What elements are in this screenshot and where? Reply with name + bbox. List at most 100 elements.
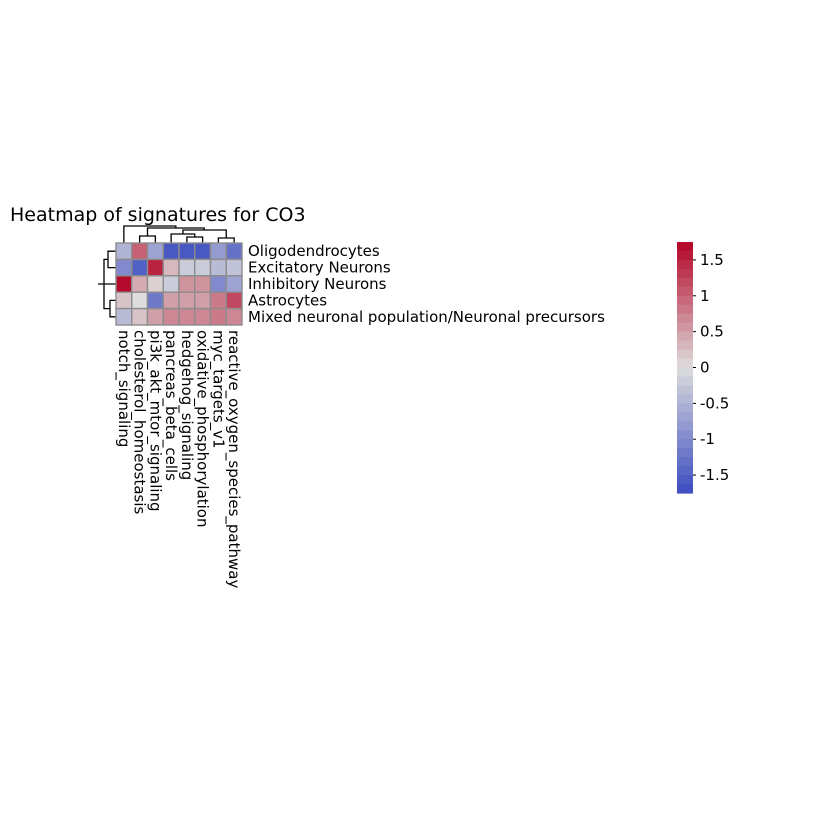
heatmap-cell — [209, 291, 227, 310]
heatmap-cell — [194, 242, 212, 261]
colorbar-segment — [677, 367, 693, 378]
column-label: notch_signaling — [114, 330, 133, 447]
heatmap-cell — [131, 275, 149, 293]
colorbar-segment — [677, 403, 693, 413]
colorbar-segment — [677, 242, 693, 252]
heatmap-cell — [146, 242, 164, 261]
row-label: Excitatory Neurons — [248, 259, 391, 277]
colorbar-segment — [677, 331, 693, 342]
colorbar-segment — [677, 349, 693, 360]
colorbar-tick-label: 1 — [700, 287, 710, 305]
heatmap-cell — [225, 258, 243, 277]
colorbar: 1.5 1 0.5 0 -0.5 -1 -1.5 — [677, 242, 729, 494]
colorbar-segment — [677, 385, 693, 395]
heatmap-cell — [131, 258, 149, 277]
heatmap-cell — [209, 275, 227, 293]
heatmap-cell — [194, 258, 212, 277]
colorbar-segment — [677, 412, 693, 422]
colorbar-segment — [677, 394, 693, 404]
colorbar-segment — [677, 268, 693, 279]
heatmap-cell — [178, 307, 196, 326]
dendrogram-branch — [217, 237, 235, 243]
column-dendrogram — [123, 225, 235, 243]
column-label: oxidative_phosphorylation — [193, 330, 212, 528]
colorbar-segment — [677, 250, 693, 261]
colorbar-tick-label: -0.5 — [700, 394, 729, 412]
heatmap-cell — [178, 242, 196, 261]
heatmap-cell — [115, 258, 133, 277]
heatmap-cell — [162, 258, 180, 277]
heatmap-cell — [178, 258, 196, 277]
heatmap-cell — [115, 275, 133, 293]
column-label: cholesterol_homeostasis — [130, 330, 149, 515]
heatmap-cells — [115, 242, 243, 326]
dendrogram-branch — [109, 299, 116, 318]
dendrogram-branch — [186, 236, 204, 243]
colorbar-tick-label: -1 — [700, 430, 715, 448]
column-labels: notch_signalingcholesterol_homeostasispi… — [114, 330, 243, 588]
heatmap-cell — [225, 242, 243, 261]
row-label: Oligodendrocytes — [248, 242, 380, 260]
column-label: pancreas_beta_cells — [161, 330, 180, 481]
colorbar-segment — [677, 439, 693, 449]
heatmap-cell — [194, 307, 212, 326]
heatmap-cell — [146, 307, 164, 326]
heatmap-cell — [131, 291, 149, 310]
heatmap-cell — [194, 275, 212, 293]
heatmap-cell — [209, 242, 227, 261]
colorbar-segment — [677, 277, 693, 288]
colorbar-segment — [677, 259, 693, 270]
colorbar-segment — [677, 466, 693, 476]
heatmap-cell — [115, 307, 133, 326]
dendrogram-branch — [123, 225, 177, 243]
heatmap-cell — [178, 275, 196, 293]
heatmap-cell — [146, 258, 164, 277]
colorbar-tick-label: -1.5 — [700, 466, 729, 484]
heatmap-cell — [225, 275, 243, 293]
colorbar-tick-label: 0.5 — [700, 323, 724, 341]
heatmap-cell — [131, 307, 149, 326]
heatmap-cell — [162, 307, 180, 326]
colorbar-segment — [677, 304, 693, 315]
column-label: pi3k_akt_mtor_signaling — [145, 330, 164, 512]
column-label: hedgehog_signaling — [177, 330, 196, 480]
heatmap-cell — [146, 291, 164, 310]
colorbar-segment — [677, 358, 693, 369]
colorbar-segment — [677, 340, 693, 351]
heatmap-cell — [225, 291, 243, 310]
heatmap-cell — [209, 307, 227, 326]
heatmap-cell — [162, 275, 180, 293]
heatmap-cell — [162, 242, 180, 261]
colorbar-segment — [677, 295, 693, 306]
row-dendrogram — [98, 250, 116, 318]
column-label: myc_targets_v1 — [208, 330, 227, 449]
heatmap-cell — [131, 242, 149, 261]
colorbar-segment — [677, 286, 693, 297]
row-label: Inhibitory Neurons — [248, 275, 387, 293]
heatmap-cell — [162, 291, 180, 310]
colorbar-segment — [677, 313, 693, 324]
heatmap-cell — [146, 275, 164, 293]
heatmap-cell — [194, 291, 212, 310]
dendrogram-branch — [138, 235, 157, 243]
heatmap-cell — [115, 242, 133, 261]
column-label: reactive_oxygen_species_pathway — [224, 330, 243, 588]
colorbar-segment — [677, 322, 693, 333]
heatmap-cell — [209, 258, 227, 277]
dendrogram-branch — [107, 250, 116, 269]
colorbar-segment — [677, 457, 693, 467]
colorbar-segment — [677, 430, 693, 440]
heatmap-cell — [115, 291, 133, 310]
colorbar-segment — [677, 376, 693, 387]
colorbar-tick-label: 0 — [700, 359, 710, 377]
row-label: Astrocytes — [248, 291, 327, 309]
row-label: Mixed neuronal population/Neuronal precu… — [248, 308, 605, 326]
colorbar-segment — [677, 421, 693, 431]
heatmap-cell — [225, 307, 243, 326]
dendrogram-branch — [146, 227, 205, 236]
colorbar-segment — [677, 484, 693, 494]
colorbar-tick-label: 1.5 — [700, 251, 724, 269]
heatmap-cell — [178, 291, 196, 310]
